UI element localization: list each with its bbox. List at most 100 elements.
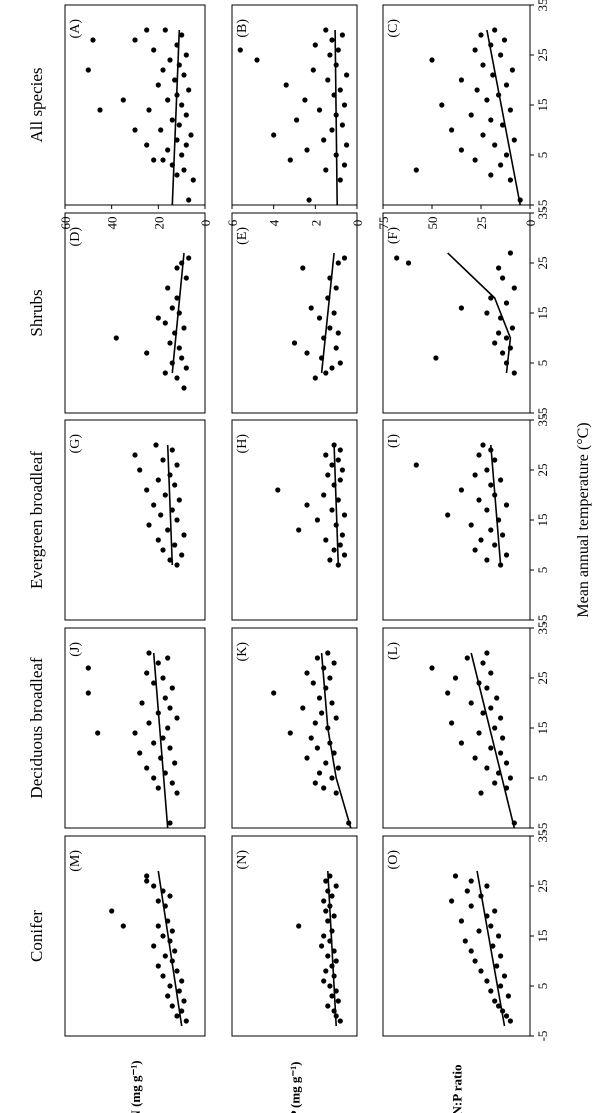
data-point: [120, 97, 126, 103]
trend-line: [171, 252, 185, 374]
data-point: [174, 517, 180, 523]
data-point: [162, 695, 168, 701]
data-point: [331, 547, 337, 553]
data-point: [329, 127, 335, 133]
data-point: [155, 785, 161, 791]
data-point: [507, 107, 513, 113]
data-point: [480, 660, 486, 666]
data-point: [480, 132, 486, 138]
data-point: [319, 943, 325, 949]
data-point: [165, 527, 171, 533]
data-point: [458, 305, 464, 311]
data-point: [503, 335, 510, 341]
data-point: [271, 690, 277, 696]
data-point: [179, 152, 185, 158]
data-point: [183, 142, 189, 148]
panel-frame: [382, 419, 531, 621]
data-point: [458, 77, 464, 83]
value-tick-label: 2: [308, 220, 323, 227]
data-point: [169, 685, 175, 691]
data-point: [498, 715, 504, 721]
data-point: [169, 117, 175, 123]
temp-tick-label: 25: [535, 880, 550, 893]
column-title-conifer: Conifer: [27, 910, 46, 962]
panel-label-G: (G): [68, 434, 83, 454]
data-point: [176, 345, 182, 351]
column-title-all: All species: [27, 67, 46, 142]
data-point: [85, 690, 91, 696]
data-point: [174, 375, 180, 381]
data-point: [165, 285, 171, 291]
data-point: [172, 482, 178, 488]
data-point: [339, 122, 345, 128]
data-point: [325, 953, 331, 959]
data-point: [468, 522, 474, 528]
trend-line: [334, 29, 338, 206]
data-point: [85, 67, 91, 73]
data-point: [429, 57, 435, 63]
data-point: [484, 650, 490, 656]
data-point: [304, 350, 310, 356]
data-point: [449, 720, 455, 726]
data-point: [160, 675, 166, 681]
data-point: [329, 37, 335, 43]
panel-label-N: (N): [235, 850, 250, 870]
data-point: [335, 765, 341, 771]
column-title-evergreen: Evergreen broadleaf: [27, 451, 46, 589]
data-point: [310, 680, 316, 686]
data-point: [325, 650, 331, 656]
data-point: [331, 913, 337, 919]
data-point: [490, 72, 496, 78]
data-point: [155, 82, 161, 88]
data-point: [144, 142, 150, 148]
data-point: [468, 948, 474, 954]
data-point: [160, 735, 166, 741]
data-point: [327, 52, 333, 58]
panel-frame: [64, 627, 206, 829]
value-tick-label: 6: [225, 219, 240, 226]
data-point: [480, 442, 486, 448]
data-point: [186, 87, 192, 93]
data-point: [321, 933, 327, 939]
trend-line: [333, 444, 340, 566]
data-point: [341, 255, 348, 261]
data-point: [85, 665, 91, 671]
data-point: [312, 42, 318, 48]
temp-tick-label: 35: [535, 0, 550, 12]
data-point: [498, 750, 504, 756]
data-point: [327, 983, 333, 989]
data-point: [496, 933, 502, 939]
panel-frame: [64, 4, 206, 206]
data-point: [155, 898, 161, 904]
panel-label-L: (L): [386, 642, 401, 660]
panel-label-J: (J): [68, 642, 83, 657]
data-point: [480, 62, 486, 68]
data-point: [458, 487, 464, 493]
data-point: [498, 52, 504, 58]
data-point: [174, 968, 180, 974]
trend-line: [166, 444, 174, 566]
data-point: [151, 775, 157, 781]
panel-label-O: (O): [386, 850, 401, 870]
data-point: [341, 552, 348, 558]
value-tick-label: 4: [267, 219, 282, 226]
data-point: [151, 502, 157, 508]
data-point: [155, 923, 161, 929]
temperature-axis-title: Mean annual temperature (°C): [575, 422, 592, 617]
panel-label-B: (B): [235, 19, 250, 38]
data-point: [498, 953, 504, 959]
panel-frame: [231, 627, 358, 829]
data-point: [275, 487, 281, 493]
data-point: [429, 665, 435, 671]
value-tick-label: 60: [58, 217, 73, 230]
data-point: [314, 745, 320, 751]
data-point: [181, 385, 187, 391]
data-point: [160, 933, 166, 939]
data-point: [335, 260, 341, 266]
value-tick-label: 25: [474, 217, 489, 230]
data-point: [505, 993, 511, 999]
data-point: [181, 72, 187, 78]
data-point: [498, 162, 504, 168]
data-point: [484, 685, 490, 691]
data-point: [132, 730, 138, 736]
